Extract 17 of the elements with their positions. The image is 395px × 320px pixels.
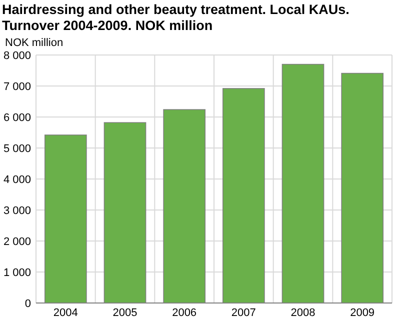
y-axis-title: NOK million [5,37,64,49]
y-tick-label: 3 000 [3,204,31,217]
y-tick-label: 2 000 [3,236,31,248]
y-tick-label: 1 000 [3,266,31,279]
y-tick-label: 6 000 [3,112,31,124]
y-tick-label: 4 000 [3,174,31,186]
x-tick-label: 2005 [112,307,138,319]
y-tick-label: 7 000 [3,80,31,93]
x-tick-label: 2007 [231,307,256,319]
x-tick-label: 2004 [53,307,78,319]
x-tick-label: 2008 [290,307,316,319]
x-tick-label: 2006 [172,307,197,319]
y-tick-label: 0 [24,298,31,310]
chart-title: Hairdressing and other beauty treatment. Local KAUs. Turnover 2004-2009. NOK million [2,2,350,33]
y-tick-label: 8 000 [3,50,31,62]
x-tick-label: 2009 [350,307,375,319]
y-tick-label: 5 000 [3,142,31,155]
